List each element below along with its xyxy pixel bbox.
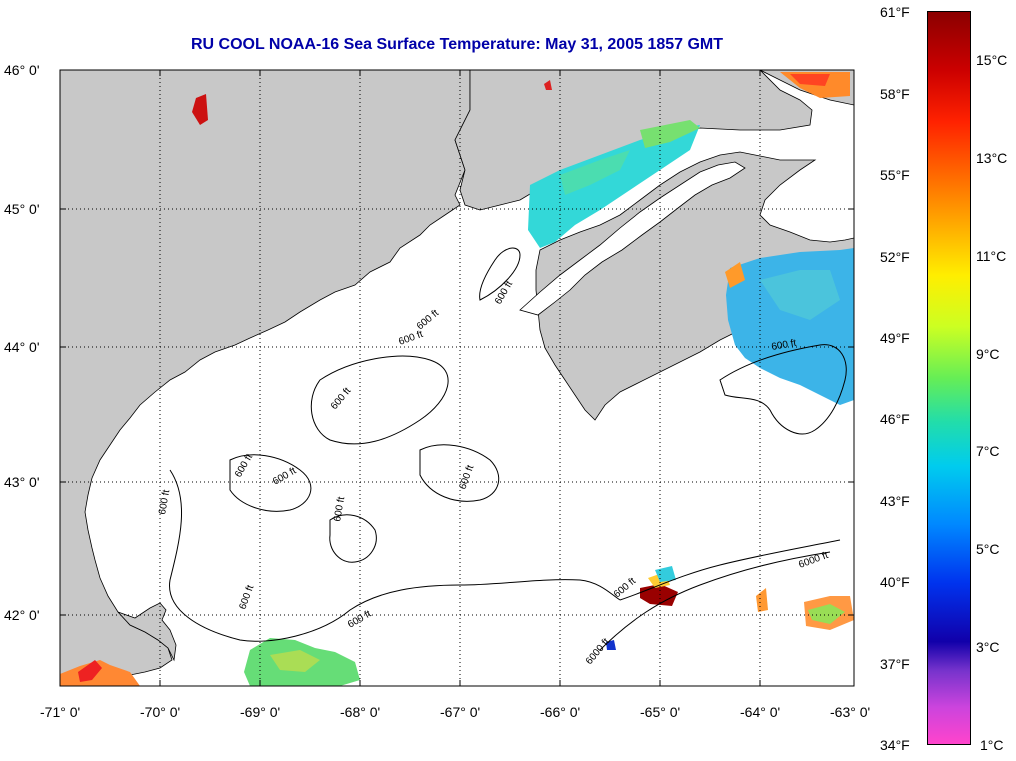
sst-patches: [60, 72, 854, 686]
colorbar-label-c: 9°C: [976, 346, 1000, 362]
colorbar-label-f: 58°F: [880, 86, 910, 102]
map-frame: [59, 69, 855, 687]
contour-label: 600 ft: [771, 338, 798, 353]
land-cape-cod: [117, 602, 177, 662]
colorbar-label-f: 43°F: [880, 493, 910, 509]
axis-ticks: [59, 69, 855, 686]
bay-of-fundy: [519, 161, 746, 316]
lon-label: -70° 0': [140, 704, 181, 720]
land-nova-scotia: [535, 151, 854, 421]
depth-contours: [169, 247, 847, 651]
lon-label: -69° 0': [240, 704, 281, 720]
colorbar-label-f: 46°F: [880, 411, 910, 427]
graticule: [60, 70, 854, 686]
lon-label: -71° 0': [40, 704, 81, 720]
map-title: RU COOL NOAA-16 Sea Surface Temperature:…: [190, 36, 724, 53]
colorbar-label-f: 49°F: [880, 330, 910, 346]
lat-label: 43° 0': [4, 474, 40, 490]
colorbar-label-c: 3°C: [976, 639, 1000, 655]
colorbar-label-f: 52°F: [880, 249, 910, 265]
lon-label: -64° 0': [740, 704, 781, 720]
colorbar-label-c: 11°C: [976, 248, 1007, 264]
colorbar-label-c: 5°C: [976, 541, 1000, 557]
lon-label: -67° 0': [440, 704, 481, 720]
lat-label: 44° 0': [4, 339, 40, 355]
contour-label: 600 ft: [332, 496, 347, 523]
lon-label: -65° 0': [640, 704, 681, 720]
lat-label: 46° 0': [4, 62, 40, 78]
colorbar-label-f: 34°F: [880, 737, 910, 753]
colorbar-label-f: 61°F: [880, 4, 910, 20]
contour-label: 600 ft: [157, 489, 172, 516]
colorbar-label-f: 40°F: [880, 574, 910, 590]
lat-label: 45° 0': [4, 201, 40, 217]
lon-label: -63° 0': [830, 704, 871, 720]
temperature-colorbar: [927, 11, 971, 745]
lon-label: -66° 0': [540, 704, 581, 720]
colorbar-label-c: 1°C: [980, 737, 1004, 753]
colorbar-label-c: 13°C: [976, 150, 1008, 166]
lon-label: -68° 0': [340, 704, 381, 720]
lat-label: 42° 0': [4, 607, 40, 623]
colorbar-label-c: 7°C: [976, 443, 1000, 459]
colorbar-label-f: 37°F: [880, 656, 910, 672]
colorbar-label-f: 55°F: [880, 167, 910, 183]
colorbar-label-c: 15°C: [976, 52, 1008, 68]
